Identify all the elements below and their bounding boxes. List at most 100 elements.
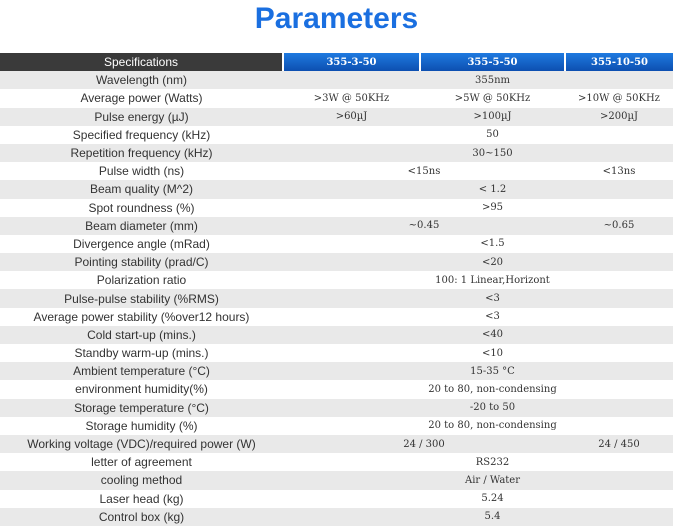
spec-label: Storage temperature (°C) bbox=[74, 400, 209, 415]
value-cell: >200µJ bbox=[600, 111, 638, 123]
value-cell: <10 bbox=[481, 347, 504, 359]
spec-label: Spot roundness (%) bbox=[88, 200, 195, 215]
spacer bbox=[565, 71, 673, 89]
value-cell: <40 bbox=[481, 329, 504, 341]
spacer bbox=[565, 144, 673, 162]
value-cell: >60µJ bbox=[335, 111, 368, 123]
value-cell: <20 bbox=[481, 256, 504, 268]
spec-label: Pointing stability (prad/C) bbox=[74, 255, 209, 270]
spacer bbox=[283, 344, 420, 362]
table-row: cooling method Air / Water bbox=[0, 471, 673, 490]
value-cell: <13ns bbox=[602, 165, 636, 177]
spec-table: Specifications 355-3-50 355-5-50 355-10-50 … bbox=[0, 53, 673, 526]
spacer bbox=[565, 417, 673, 435]
value-cell: Air / Water bbox=[464, 474, 520, 486]
spec-label: Pulse width (ns) bbox=[98, 164, 185, 179]
value-cell: ~0.65 bbox=[603, 220, 635, 232]
value-cell: 24 / 450 bbox=[598, 438, 640, 450]
table-row: Polarization ratio 100: 1 Linear,Horizont bbox=[0, 271, 673, 290]
value-cell: >5W @ 50KHz bbox=[454, 92, 531, 104]
spacer bbox=[283, 308, 420, 326]
spec-label: Beam quality (M^2) bbox=[90, 182, 193, 197]
table-row: Ambient temperature (°C) 15-35 °C bbox=[0, 362, 673, 381]
spec-label: Polarization ratio bbox=[96, 273, 187, 288]
table-row: Beam diameter (mm) ~0.45 ~0.65 bbox=[0, 216, 673, 235]
spec-label: Pulse-pulse stability (%RMS) bbox=[64, 291, 219, 306]
spacer bbox=[283, 253, 420, 271]
spacer bbox=[565, 362, 673, 380]
spacer bbox=[565, 199, 673, 217]
value-cell: 5.4 bbox=[484, 511, 501, 523]
value-cell: 24 / 300 bbox=[403, 438, 445, 450]
spacer bbox=[283, 289, 420, 307]
spec-label: cooling method bbox=[100, 473, 183, 488]
spacer bbox=[283, 362, 420, 380]
table-row: Laser head (kg) 5.24 bbox=[0, 489, 673, 508]
spacer bbox=[565, 180, 673, 198]
header-model: 355-10-50 bbox=[564, 53, 673, 72]
header-spec: Specifications bbox=[0, 53, 283, 72]
table-row: letter of agreement RS232 bbox=[0, 453, 673, 472]
value-cell: RS232 bbox=[475, 456, 510, 468]
table-row: Standby warm-up (mins.) <10 bbox=[0, 344, 673, 363]
table-row: Repetition frequency (kHz) 30~150 bbox=[0, 143, 673, 163]
value-cell: <3 bbox=[485, 293, 500, 305]
value-cell: 50 bbox=[486, 129, 499, 141]
table-row: Pulse width (ns) <15ns <13ns bbox=[0, 162, 673, 181]
spec-label: Cold start-up (mins.) bbox=[87, 327, 196, 342]
spacer bbox=[283, 380, 420, 398]
spec-label: environment humidity(%) bbox=[75, 382, 208, 397]
spec-label: letter of agreement bbox=[91, 455, 192, 470]
spacer bbox=[283, 199, 420, 217]
value-cell: <1.5 bbox=[480, 238, 505, 250]
spacer bbox=[565, 380, 673, 398]
spacer bbox=[565, 289, 673, 307]
spacer bbox=[283, 144, 420, 162]
table-row: Average power stability (%over12 hours) <… bbox=[0, 307, 673, 326]
value-cell: 15-35 °C bbox=[470, 365, 515, 377]
value-cell: >10W @ 50KHz bbox=[578, 92, 660, 104]
spacer bbox=[283, 235, 420, 253]
table-row: Beam quality (M^2) < 1.2 bbox=[0, 180, 673, 199]
header-model: 355-3-50 bbox=[282, 53, 420, 72]
value-cell: 30~150 bbox=[472, 147, 513, 159]
spacer bbox=[565, 471, 673, 489]
spec-label: Ambient temperature (°C) bbox=[73, 364, 210, 379]
spacer bbox=[565, 253, 673, 271]
table-row: Control box (kg) 5.4 bbox=[0, 507, 673, 526]
spacer bbox=[283, 453, 420, 471]
spacer bbox=[565, 126, 673, 144]
value-cell: <15ns bbox=[407, 165, 441, 177]
spacer bbox=[283, 417, 420, 435]
spec-label: Laser head (kg) bbox=[99, 491, 184, 506]
spacer bbox=[565, 326, 673, 344]
spec-label: Control box (kg) bbox=[98, 509, 185, 524]
table-row: Pulse-pulse stability (%RMS) <3 bbox=[0, 289, 673, 308]
table-row: Specified frequency (kHz) 50 bbox=[0, 125, 673, 144]
spacer bbox=[565, 490, 673, 508]
value-cell: 20 to 80, non-condensing bbox=[428, 383, 557, 395]
value-cell: 100: 1 Linear,Horizont bbox=[435, 274, 550, 286]
header-row: Specifications 355-3-50 355-5-50 355-10-50 bbox=[0, 53, 673, 72]
table-row: Storage humidity (%) 20 to 80, non-conden… bbox=[0, 416, 673, 435]
table-row: Cold start-up (mins.) <40 bbox=[0, 325, 673, 344]
table-body: Wavelength (nm) 355nm Average power (Watts… bbox=[0, 71, 673, 526]
value-cell: >100µJ bbox=[473, 111, 512, 123]
spacer bbox=[283, 126, 420, 144]
value-cell: < 1.2 bbox=[478, 183, 507, 195]
spacer bbox=[283, 490, 420, 508]
spec-label: Average power (Watts) bbox=[80, 91, 203, 106]
spacer bbox=[565, 453, 673, 471]
spacer bbox=[283, 326, 420, 344]
spacer bbox=[565, 235, 673, 253]
table-row: Divergence angle (mRad) <1.5 bbox=[0, 234, 673, 254]
value-cell: <3 bbox=[485, 311, 500, 323]
title: Parameters bbox=[254, 2, 419, 35]
spacer bbox=[565, 308, 673, 326]
spec-label: Specified frequency (kHz) bbox=[72, 127, 211, 142]
table-row: Wavelength (nm) 355nm bbox=[0, 71, 673, 90]
spacer bbox=[565, 344, 673, 362]
header-model: 355-5-50 bbox=[419, 53, 565, 72]
spec-label: Working voltage (VDC)/required power (W) bbox=[27, 437, 256, 452]
value-cell: ~0.45 bbox=[408, 220, 440, 232]
